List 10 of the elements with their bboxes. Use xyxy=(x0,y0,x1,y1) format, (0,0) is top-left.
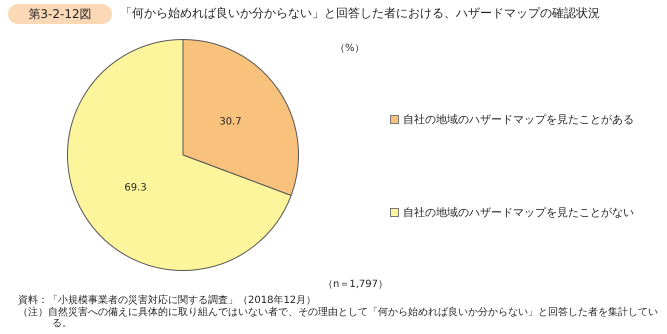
text: 資料：「小規模事業者の災害対応に関する調査」（2018年12月） xyxy=(18,295,316,306)
data-label: 30.7 xyxy=(219,116,242,128)
chart-title: 「何から始めれば良いか分からない」と回答した者における、ハザードマップの確認状況 xyxy=(120,5,600,22)
text: 第3-2-12図 xyxy=(8,4,112,24)
data-label: 69.3 xyxy=(124,182,147,194)
legend-label: 自社の地域のハザードマップを見たことがない xyxy=(403,205,634,220)
legend-label: 自社の地域のハザードマップを見たことがある xyxy=(403,112,634,127)
text: （%） xyxy=(335,42,365,55)
text: （注）自然災害への備えに具体的に取り組んではいない者で、その理由として「何から始めれば良いか分からない」と回答した者を集計している。 xyxy=(18,307,658,329)
text: （n＝1,797） xyxy=(323,278,388,291)
